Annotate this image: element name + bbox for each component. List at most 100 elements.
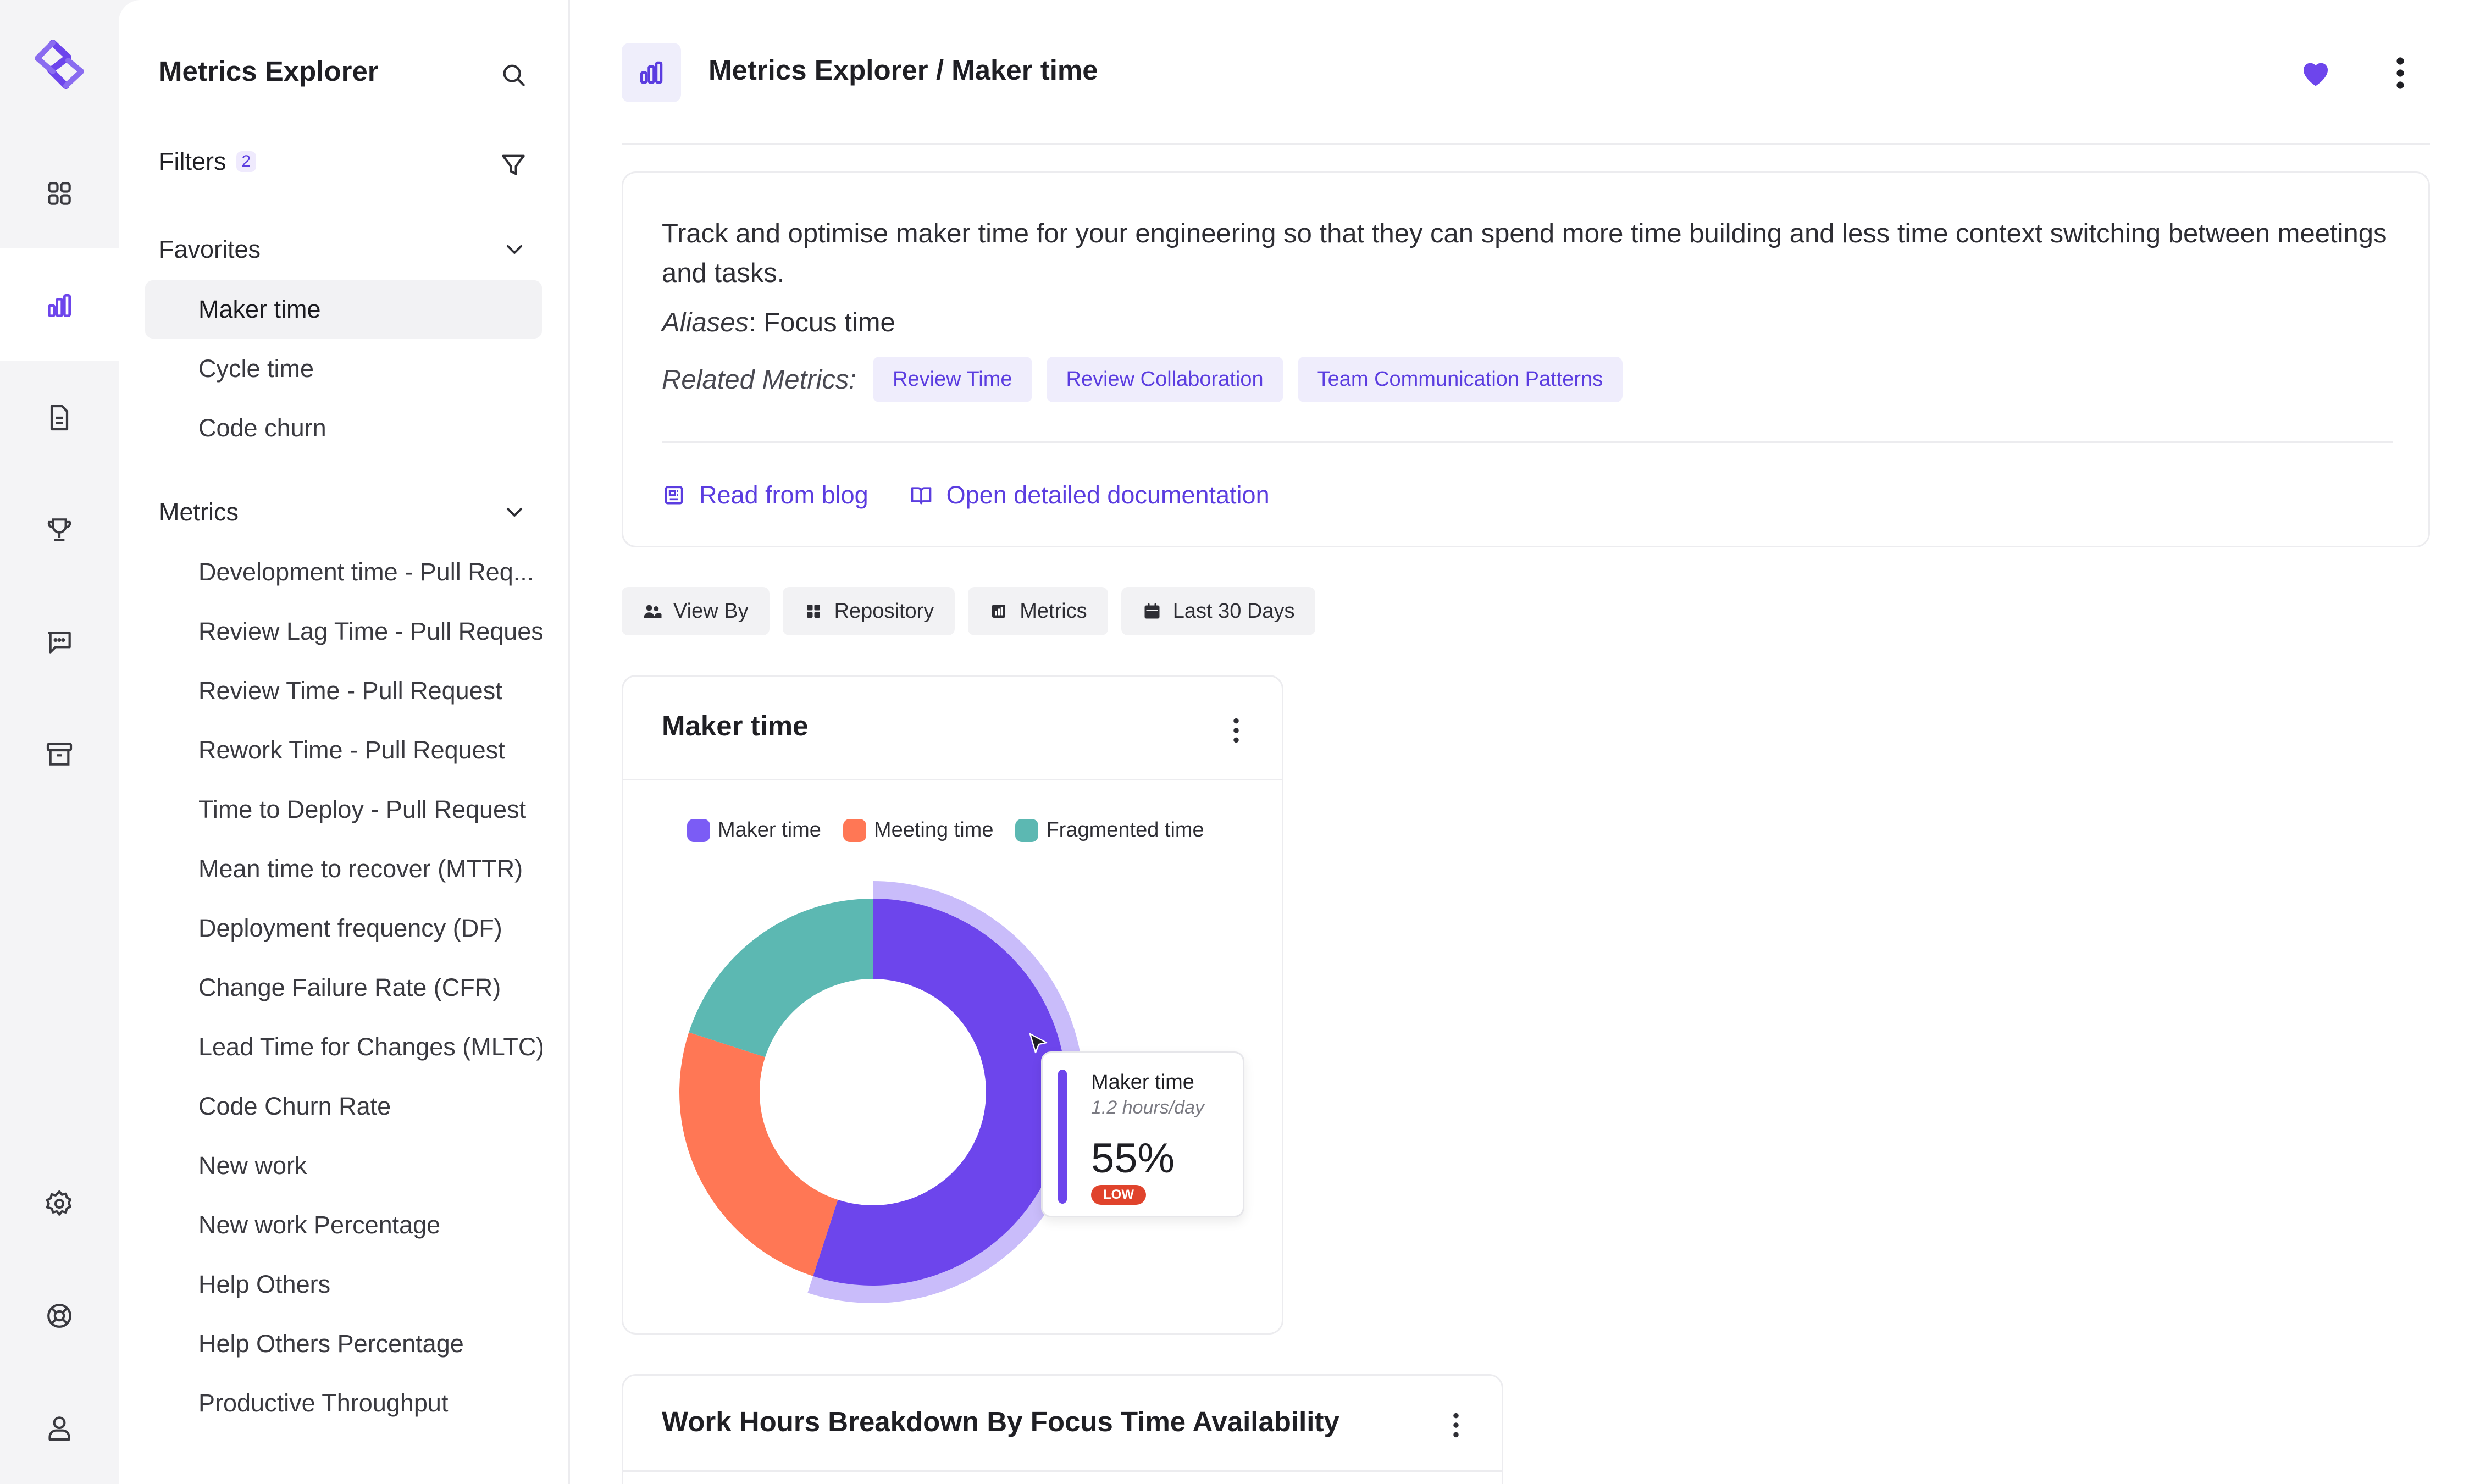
chevron-down-icon[interactable]	[501, 499, 528, 525]
donut-slice-fragmented-time[interactable]	[689, 899, 873, 1057]
chat-icon	[48, 632, 71, 654]
date-range-label: Last 30 Days	[1172, 599, 1295, 623]
grid-icon	[48, 182, 71, 205]
date-range-button[interactable]: Last 30 Days	[1121, 587, 1316, 635]
metric-item[interactable]: Code Churn Rate	[198, 1092, 391, 1120]
legend-item[interactable]: Fragmented time	[1015, 818, 1204, 842]
favorite-item-cycle-time[interactable]: Cycle time	[198, 355, 314, 383]
grid-icon	[806, 605, 820, 618]
metric-header-icon	[622, 43, 681, 102]
favorite-item-code-churn[interactable]: Code churn	[198, 414, 326, 442]
app-logo-icon[interactable]	[31, 36, 88, 97]
metrics-sidebar: Metrics Explorer Filters 2 Favorites Mak…	[119, 0, 568, 1484]
mouse-cursor-icon	[1029, 1033, 1048, 1054]
lifebuoy-icon	[47, 1304, 71, 1328]
metric-description: Track and optimise maker time for your e…	[662, 219, 2387, 288]
breadcrumb: Metrics Explorer / Maker time	[708, 54, 1098, 86]
metric-item[interactable]: Help Others Percentage	[198, 1330, 464, 1358]
rail-goals-button[interactable]	[40, 510, 79, 550]
maker-time-chart-card: Maker time Maker time Meeting time Fragm…	[622, 675, 1283, 1335]
icon-rail	[0, 0, 119, 1484]
tooltip-value: 55%	[1091, 1135, 1175, 1182]
chart-filters: View By Repository Metrics Last 30 Days	[622, 587, 1316, 635]
metric-item[interactable]: Lead Time for Changes (MLTC)	[198, 1033, 542, 1061]
related-metric-chip[interactable]: Review Collaboration	[1046, 357, 1283, 402]
favorites-header[interactable]: Favorites	[159, 235, 261, 263]
users-icon	[644, 605, 662, 618]
rail-archive-button[interactable]	[40, 734, 79, 774]
metric-item[interactable]: Mean time to recover (MTTR)	[198, 855, 523, 883]
card-divider	[623, 1470, 1502, 1472]
filters-toggle[interactable]: Filters 2	[159, 147, 257, 176]
related-metrics: Related Metrics: Review Time Review Coll…	[662, 357, 1623, 402]
rail-help-button[interactable]	[40, 1296, 79, 1336]
read-blog-link[interactable]: Read from blog	[662, 481, 868, 510]
more-options-icon[interactable]	[1448, 1411, 1464, 1439]
related-metric-chip[interactable]: Review Time	[873, 357, 1032, 402]
metrics-button[interactable]: Metrics	[968, 587, 1108, 635]
rail-reports-button[interactable]	[40, 398, 79, 438]
donut-slice-maker-time[interactable]	[813, 899, 1066, 1286]
more-options-icon[interactable]	[1228, 716, 1244, 745]
metric-item[interactable]: Review Lag Time - Pull Request	[198, 617, 542, 645]
metric-item[interactable]: Development time - Pull Req...	[198, 558, 534, 586]
user-icon	[48, 1416, 70, 1441]
donut-slice-meeting-time[interactable]	[679, 1032, 838, 1276]
metric-item[interactable]: Help Others	[198, 1270, 331, 1298]
more-options-icon[interactable]	[2389, 55, 2411, 91]
favorite-item-maker-time[interactable]: Maker time	[145, 280, 542, 339]
work-hours-breakdown-card: Work Hours Breakdown By Focus Time Avail…	[622, 1374, 1503, 1484]
donut-chart[interactable]	[623, 677, 1285, 1336]
metric-item[interactable]: Change Failure Rate (CFR)	[198, 973, 501, 1001]
filter-funnel-icon[interactable]	[498, 149, 529, 180]
tooltip-title: Maker time	[1091, 1071, 1194, 1094]
metric-item[interactable]: New work Percentage	[198, 1211, 441, 1239]
calendar-icon	[1144, 603, 1160, 619]
open-docs-link[interactable]: Open detailed documentation	[909, 481, 1270, 510]
gear-icon	[46, 1190, 71, 1216]
metric-item[interactable]: Productive Throughput	[198, 1389, 449, 1417]
rail-profile-button[interactable]	[40, 1408, 79, 1448]
repository-button[interactable]: Repository	[782, 587, 955, 635]
metric-item[interactable]: Review Time - Pull Request	[198, 677, 502, 705]
rail-settings-button[interactable]	[40, 1184, 79, 1223]
rail-feedback-button[interactable]	[40, 622, 79, 662]
rail-active-highlight	[0, 248, 119, 361]
legend-item[interactable]: Maker time	[687, 818, 821, 842]
chart-legend: Maker time Meeting time Fragmented time	[687, 818, 1204, 842]
rail-dashboard-button[interactable]	[40, 174, 79, 213]
chart-title: Maker time	[662, 710, 809, 741]
chart-tooltip: Maker time 1.2 hours/day 55% LOW	[1041, 1051, 1244, 1217]
info-links: Read from blog Open detailed documentati…	[662, 481, 1270, 510]
aliases-label: Aliases	[662, 308, 749, 337]
bar-chart-icon	[48, 294, 71, 317]
archive-icon	[46, 743, 73, 766]
metric-item[interactable]: New work	[198, 1151, 307, 1180]
metric-item[interactable]: Time to Deploy - Pull Request	[198, 795, 527, 823]
chevron-down-icon[interactable]	[501, 236, 528, 263]
metric-item[interactable]: Deployment frequency (DF)	[198, 914, 502, 942]
open-docs-label: Open detailed documentation	[946, 481, 1270, 509]
legend-item[interactable]: Meeting time	[843, 818, 994, 842]
metric-item[interactable]: Rework Time - Pull Request	[198, 736, 505, 764]
status-badge: LOW	[1091, 1185, 1146, 1205]
legend-swatch	[687, 818, 710, 842]
legend-label: Fragmented time	[1046, 818, 1204, 841]
sidebar-title: Metrics Explorer	[159, 56, 379, 87]
rail-metrics-button[interactable]	[40, 286, 79, 325]
document-icon	[50, 405, 69, 431]
related-metrics-label: Related Metrics:	[662, 364, 857, 395]
search-icon[interactable]	[498, 59, 529, 90]
legend-swatch	[1015, 818, 1039, 842]
tooltip-subtitle: 1.2 hours/day	[1091, 1097, 1205, 1118]
trophy-icon	[47, 518, 71, 541]
tooltip-color-bar	[1058, 1070, 1067, 1204]
chart-card-divider	[623, 779, 1282, 780]
metrics-label: Metrics	[1020, 599, 1087, 623]
legend-label: Meeting time	[873, 818, 994, 841]
metrics-header[interactable]: Metrics	[159, 498, 239, 526]
related-metric-chip[interactable]: Team Communication Patterns	[1297, 357, 1623, 402]
favorite-heart-icon[interactable]	[2298, 55, 2334, 91]
view-by-button[interactable]: View By	[622, 587, 770, 635]
book-open-icon	[911, 487, 932, 505]
